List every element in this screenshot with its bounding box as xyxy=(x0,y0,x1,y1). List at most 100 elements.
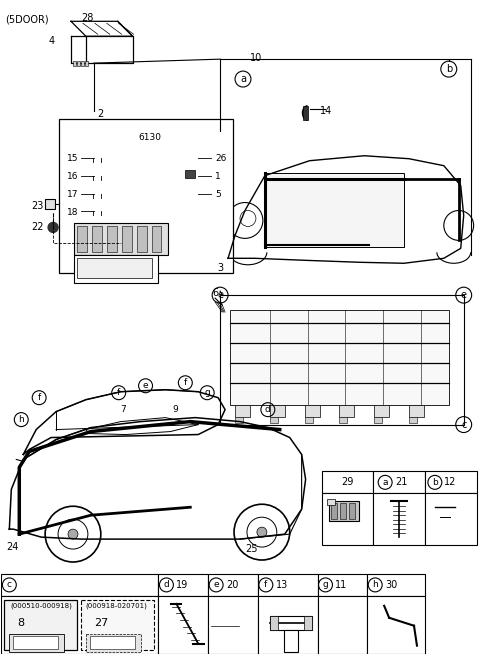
Text: 29: 29 xyxy=(341,477,354,487)
Text: 10: 10 xyxy=(250,53,262,63)
Bar xyxy=(74,223,168,255)
Text: 20: 20 xyxy=(226,580,239,590)
Text: b: b xyxy=(432,478,438,487)
Bar xyxy=(45,198,55,208)
Bar xyxy=(81,600,154,650)
Bar xyxy=(270,405,285,417)
Text: 25: 25 xyxy=(245,544,257,554)
Circle shape xyxy=(330,615,348,633)
Text: 22: 22 xyxy=(31,223,44,233)
Text: 28: 28 xyxy=(81,13,93,24)
Text: h: h xyxy=(372,580,378,590)
Bar xyxy=(265,173,404,248)
Bar xyxy=(230,310,449,405)
Bar xyxy=(374,417,382,422)
Circle shape xyxy=(90,640,96,645)
Bar xyxy=(86,633,141,652)
Text: 2: 2 xyxy=(97,109,103,119)
Bar xyxy=(314,181,344,206)
Bar xyxy=(367,596,425,654)
Bar xyxy=(13,636,58,648)
Bar xyxy=(185,170,195,178)
Text: 13: 13 xyxy=(276,580,288,590)
Bar xyxy=(340,503,347,519)
Circle shape xyxy=(257,527,267,537)
Text: 4: 4 xyxy=(48,36,54,47)
Text: 6130: 6130 xyxy=(139,133,162,142)
Bar xyxy=(339,417,348,422)
Text: f: f xyxy=(37,393,41,402)
Bar xyxy=(349,503,355,519)
Bar xyxy=(81,61,84,66)
Bar xyxy=(425,472,477,493)
Bar xyxy=(208,574,258,596)
Bar xyxy=(302,106,308,120)
Bar xyxy=(305,405,320,417)
Bar xyxy=(284,629,298,652)
Bar xyxy=(409,417,417,422)
Circle shape xyxy=(23,640,28,645)
Bar xyxy=(235,417,243,422)
Text: f: f xyxy=(184,379,187,387)
Bar xyxy=(122,227,132,252)
Text: 19: 19 xyxy=(176,580,189,590)
Text: (000510-000918): (000510-000918) xyxy=(10,603,72,609)
Circle shape xyxy=(117,640,122,645)
Bar xyxy=(305,417,312,422)
Circle shape xyxy=(108,640,113,645)
Text: a: a xyxy=(240,74,246,84)
Bar xyxy=(329,501,360,521)
Bar xyxy=(90,636,134,648)
Bar xyxy=(77,61,80,66)
Circle shape xyxy=(68,529,78,539)
Bar xyxy=(322,493,373,545)
Bar xyxy=(258,596,318,654)
Bar xyxy=(367,574,425,596)
Bar xyxy=(137,227,146,252)
Bar xyxy=(158,574,208,596)
Bar xyxy=(220,295,464,424)
Circle shape xyxy=(99,640,104,645)
Text: 11: 11 xyxy=(336,580,348,590)
Bar xyxy=(322,472,373,493)
Bar xyxy=(1,574,158,596)
Circle shape xyxy=(48,223,58,233)
Text: 24: 24 xyxy=(6,542,19,552)
Bar xyxy=(318,574,367,596)
Text: 8: 8 xyxy=(18,618,25,627)
Bar xyxy=(4,600,77,650)
Bar xyxy=(339,405,354,417)
Bar xyxy=(425,493,477,545)
Text: e: e xyxy=(213,580,219,590)
Text: 30: 30 xyxy=(385,580,397,590)
Bar xyxy=(373,472,425,493)
Text: d: d xyxy=(265,405,271,414)
Text: g: g xyxy=(323,580,328,590)
Bar xyxy=(327,499,336,505)
Text: 1: 1 xyxy=(215,172,221,181)
Text: 12: 12 xyxy=(444,477,456,487)
Bar xyxy=(332,503,337,519)
Text: 14: 14 xyxy=(320,106,332,116)
Bar xyxy=(85,61,88,66)
Text: 18: 18 xyxy=(67,208,79,217)
Text: 26: 26 xyxy=(215,154,227,162)
Bar xyxy=(409,405,424,417)
Bar xyxy=(270,616,312,629)
Text: (5DOOR): (5DOOR) xyxy=(5,14,49,24)
Text: 3: 3 xyxy=(217,263,223,273)
Circle shape xyxy=(32,640,36,645)
Text: e: e xyxy=(461,290,467,300)
Text: g: g xyxy=(204,388,210,397)
Bar xyxy=(374,405,389,417)
Text: 16: 16 xyxy=(67,172,79,181)
Text: e: e xyxy=(217,290,223,300)
Text: 7: 7 xyxy=(120,405,126,414)
Circle shape xyxy=(14,640,19,645)
Text: 15: 15 xyxy=(67,154,79,162)
Bar xyxy=(73,61,76,66)
Bar xyxy=(373,493,425,545)
Circle shape xyxy=(126,640,131,645)
Circle shape xyxy=(395,535,403,543)
Bar xyxy=(77,227,87,252)
